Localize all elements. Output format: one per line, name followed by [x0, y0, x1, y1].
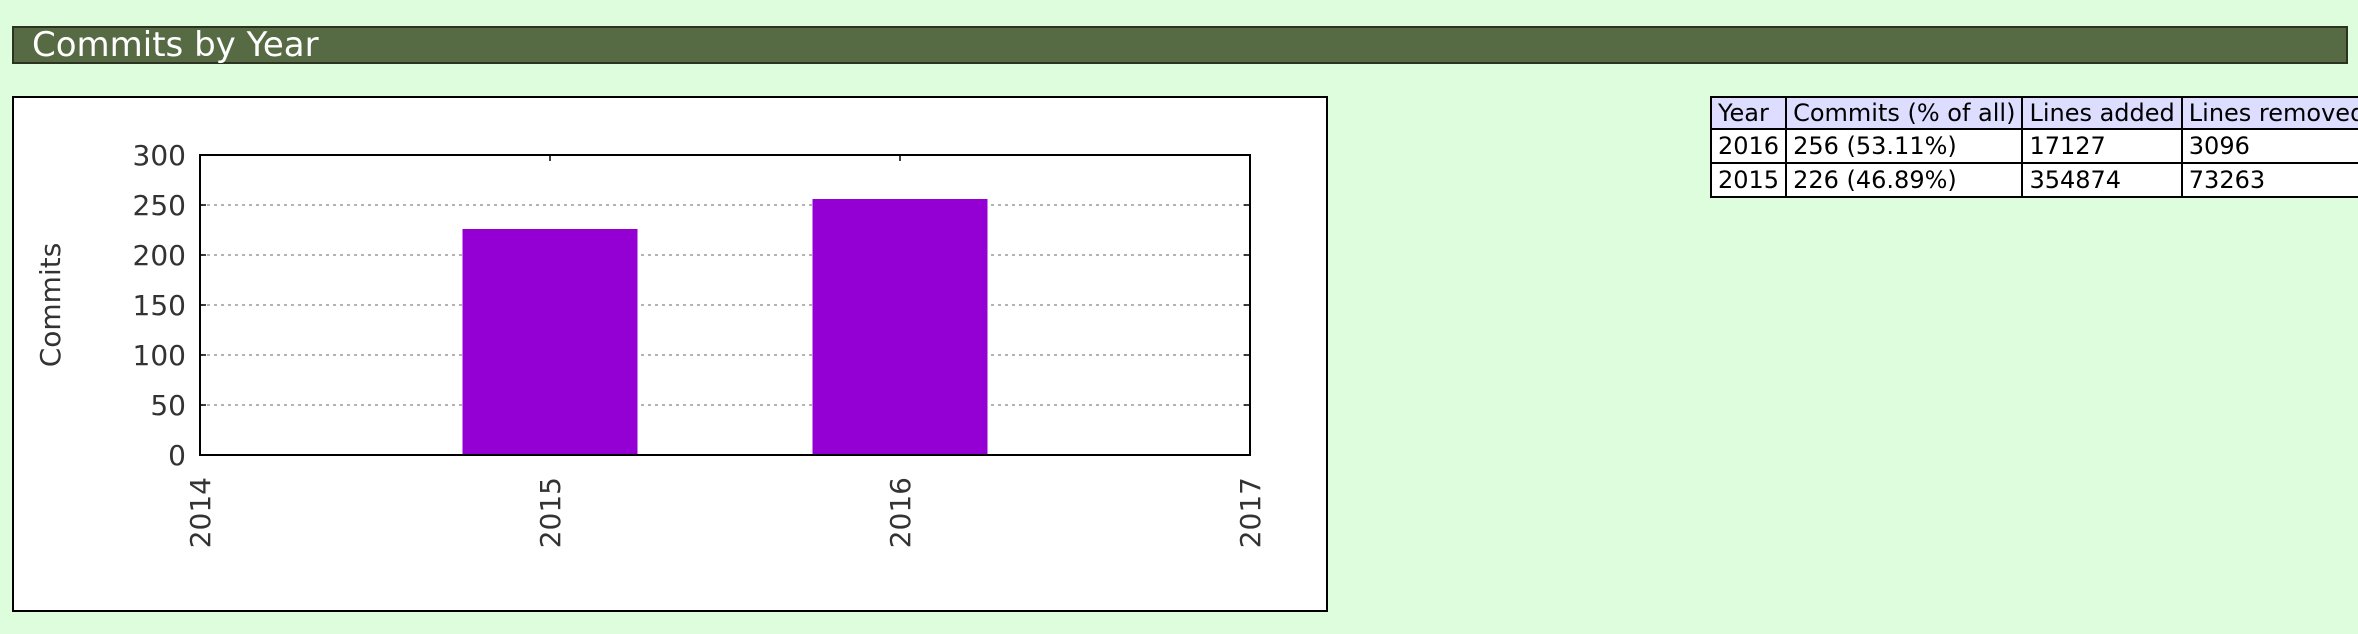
y-axis-label: Commits — [34, 243, 67, 368]
x-tick-label: 2017 — [1234, 477, 1267, 548]
header-lines-added: Lines added — [2021, 96, 2183, 130]
y-tick-label: 150 — [133, 289, 186, 322]
x-tick-label: 2014 — [184, 477, 217, 548]
y-tick-label: 50 — [150, 389, 186, 422]
section-title: Commits by Year — [12, 26, 2348, 64]
table-header-row: Year Commits (% of all) Lines added Line… — [1709, 96, 2358, 130]
cell-lines-added: 354874 — [2021, 162, 2183, 198]
x-tick-label: 2015 — [534, 477, 567, 548]
gridlines — [200, 204, 1250, 406]
bar-2015 — [462, 229, 638, 455]
cell-year: 2016 — [1709, 128, 1788, 164]
header-year: Year — [1709, 96, 1788, 130]
bars — [462, 199, 988, 455]
y-tick-label: 0 — [168, 439, 186, 472]
cell-year: 2015 — [1709, 162, 1788, 198]
cell-lines-removed: 73263 — [2180, 162, 2358, 198]
ticks: 0 50 100 150 200 250 300 2014 2015 2016 2017 — [133, 139, 1267, 548]
header-commits: Commits (% of all) — [1785, 96, 2024, 130]
cell-commits: 256 (53.11%) — [1785, 128, 2024, 164]
cell-commits: 226 (46.89%) — [1785, 162, 2024, 198]
y-tick-label: 100 — [133, 339, 186, 372]
y-tick-label: 300 — [133, 139, 186, 172]
table-row: 2016 256 (53.11%) 17127 3096 — [1709, 128, 2358, 164]
cell-lines-removed: 3096 — [2180, 128, 2358, 164]
y-tick-label: 250 — [133, 189, 186, 222]
chart-svg: 0 50 100 150 200 250 300 2014 2015 2016 2017 Commi… — [34, 139, 1267, 548]
cell-lines-added: 17127 — [2021, 128, 2183, 164]
bar-2016 — [812, 199, 988, 455]
year-stats-table: Year Commits (% of all) Lines added Line… — [1709, 96, 2358, 198]
header-lines-removed: Lines removed — [2180, 96, 2358, 130]
y-tick-label: 200 — [133, 239, 186, 272]
commits-by-year-chart: 0 50 100 150 200 250 300 2014 2015 2016 2017 Commi… — [12, 96, 1328, 612]
x-tick-label: 2016 — [884, 477, 917, 548]
table-row: 2015 226 (46.89%) 354874 73263 — [1709, 162, 2358, 198]
